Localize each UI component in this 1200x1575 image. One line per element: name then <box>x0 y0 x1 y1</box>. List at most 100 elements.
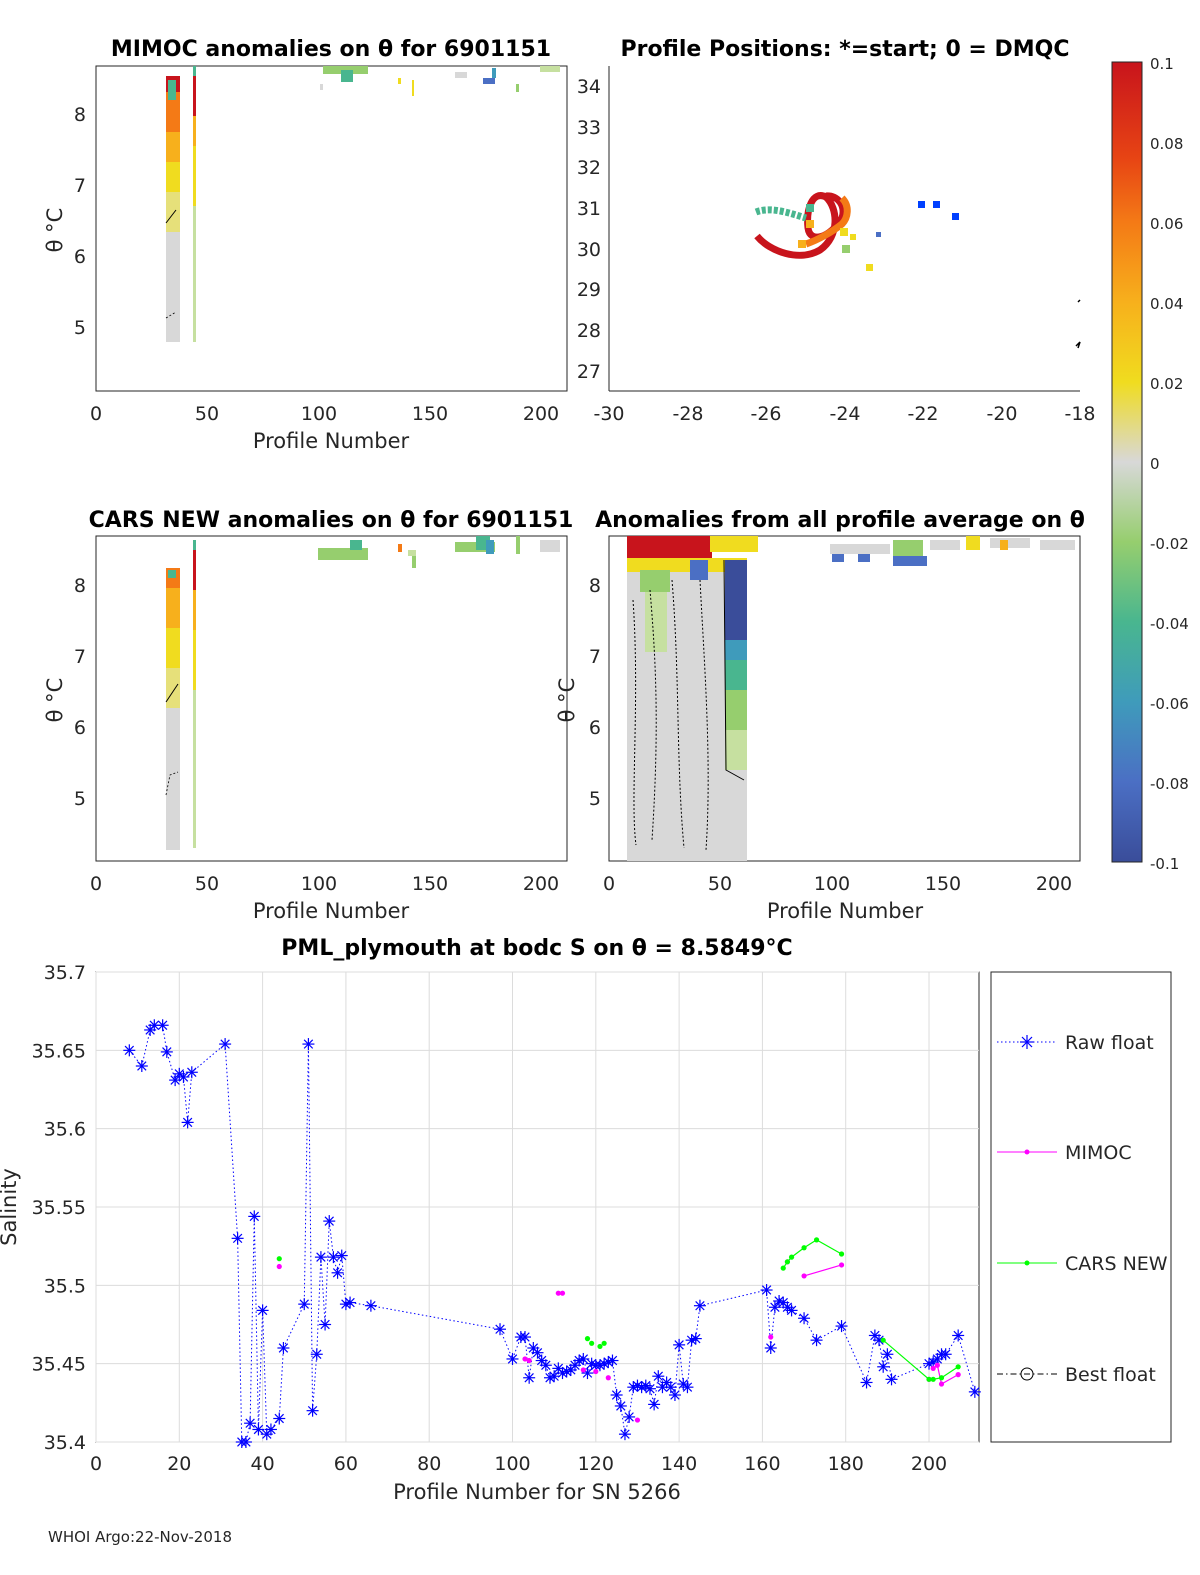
mimoc-point <box>522 1356 528 1362</box>
y-tick-label: 29 <box>577 279 601 301</box>
colorbar-tick: 0.04 <box>1150 295 1183 313</box>
mimoc-point <box>555 1290 561 1296</box>
anom-panel: Anomalies from all profile average on θ <box>555 508 1085 923</box>
x-tick-label: 50 <box>195 403 219 425</box>
marker-stroke <box>178 1072 189 1082</box>
salinity-series <box>123 1019 981 1448</box>
marker-stroke <box>770 1302 780 1312</box>
y-tick-label: 34 <box>577 76 601 98</box>
raw-float-point <box>298 1298 311 1311</box>
raw-float-point <box>506 1352 519 1365</box>
raw-float-point <box>319 1318 332 1331</box>
mimoc-point <box>605 1375 611 1381</box>
raw-float-point <box>314 1251 327 1264</box>
colorbar-tick: 0.06 <box>1150 215 1183 233</box>
legend: Raw float MIMOC CARS NEW Best float <box>990 971 1172 1443</box>
x-tick-label: 100 <box>494 1453 530 1475</box>
marker-stroke <box>536 1355 547 1366</box>
cars-panel: CARS NEW anomalies on θ for 6901151 <box>43 508 573 923</box>
cars-new-point <box>584 1336 591 1342</box>
marker-stroke <box>524 1373 534 1383</box>
raw-float-point <box>764 1342 777 1354</box>
asterisk-marker-icon <box>1020 1035 1034 1049</box>
marker-stroke <box>786 1305 797 1316</box>
positions-track <box>754 192 1081 349</box>
cars-ylabel: θ °C <box>43 678 67 723</box>
anom-xlabel: Profile Number <box>767 899 924 923</box>
y-tick-label: 27 <box>577 361 601 383</box>
marker-stroke <box>299 1299 309 1309</box>
marker-stroke <box>528 1343 539 1353</box>
y-tick-label: 33 <box>577 117 601 139</box>
salinity-ylabel: Salinity <box>0 1168 21 1246</box>
legend-label: CARS NEW <box>1065 1253 1168 1275</box>
x-tick-label: 150 <box>412 873 448 895</box>
mimoc-segment <box>803 1264 842 1277</box>
raw-float-point <box>618 1428 631 1441</box>
raw-float-point <box>335 1249 348 1262</box>
raw-float-point <box>952 1329 965 1342</box>
colorbar-tick: 0.08 <box>1150 135 1183 153</box>
marker-stroke <box>249 1211 259 1222</box>
colorbar-tick: 0 <box>1150 455 1160 473</box>
raw-float-point <box>614 1399 627 1412</box>
mimoc-point <box>580 1367 586 1373</box>
x-tick-label: 0 <box>90 1453 102 1475</box>
x-tick-label: 160 <box>744 1453 780 1475</box>
marker-stroke <box>324 1216 334 1226</box>
marker-stroke <box>661 1377 672 1388</box>
marker-stroke <box>616 1401 626 1411</box>
legend-item-mimoc: MIMOC <box>997 1142 1132 1164</box>
colorbar-tick: 0.1 <box>1150 55 1174 73</box>
marker-stroke <box>811 1335 822 1345</box>
cars-new-point <box>597 1343 603 1350</box>
marker-stroke <box>328 1252 339 1262</box>
y-tick-label: 6 <box>74 717 86 739</box>
y-tick-label: 7 <box>589 646 601 668</box>
marker-stroke <box>232 1233 243 1244</box>
y-tick-label: 31 <box>577 198 601 220</box>
marker-stroke <box>666 1382 676 1392</box>
marker-stroke <box>836 1321 847 1331</box>
cars-new-segment <box>791 1247 805 1258</box>
salinity-chart: PML_plymouth at bodc S on θ = 8.5849°C 0… <box>0 936 1172 1504</box>
cars-new-segment <box>882 1339 930 1380</box>
raw-float-point <box>310 1348 323 1361</box>
cars-yticks: 5 6 7 8 <box>74 575 86 810</box>
x-tick-label: 100 <box>301 873 337 895</box>
cars-new-point <box>784 1259 791 1265</box>
raw-float-point <box>344 1296 357 1309</box>
marker-stroke <box>312 1349 322 1359</box>
raw-float-point <box>535 1354 548 1367</box>
raw-float-point <box>519 1331 532 1344</box>
x-tick-label: 200 <box>1036 873 1072 895</box>
raw-float-point <box>810 1334 823 1347</box>
raw-float-point <box>256 1304 269 1317</box>
marker-stroke <box>124 1045 135 1056</box>
raw-float-point <box>123 1044 136 1057</box>
mimoc-heatmap <box>165 66 560 342</box>
colorbar-tick: -0.08 <box>1150 775 1189 793</box>
raw-float-point <box>643 1382 656 1395</box>
marker-stroke <box>495 1324 505 1334</box>
legend-label: MIMOC <box>1065 1142 1132 1164</box>
raw-float-point <box>689 1332 702 1345</box>
raw-float-point <box>252 1423 265 1436</box>
mimoc-point <box>593 1368 599 1375</box>
x-tick-label: -18 <box>1064 403 1095 425</box>
marker-stroke <box>316 1252 326 1262</box>
marker-stroke <box>778 1297 788 1308</box>
y-tick-label: 35.65 <box>32 1040 86 1062</box>
y-tick-label: 35.5 <box>44 1275 86 1297</box>
y-tick-label: 8 <box>74 575 86 597</box>
cars-new-segment <box>941 1366 959 1379</box>
marker-stroke <box>241 1437 251 1447</box>
x-tick-label: 40 <box>251 1453 275 1475</box>
legend-label: Raw float <box>1065 1032 1154 1054</box>
mimoc-panel: MIMOC anomalies on θ for 6901151 <box>43 37 568 453</box>
y-tick-label: 35.7 <box>44 962 86 984</box>
dot-marker-icon <box>1024 1260 1030 1266</box>
cars-new-point <box>930 1376 936 1382</box>
cars-new-point <box>788 1254 795 1260</box>
